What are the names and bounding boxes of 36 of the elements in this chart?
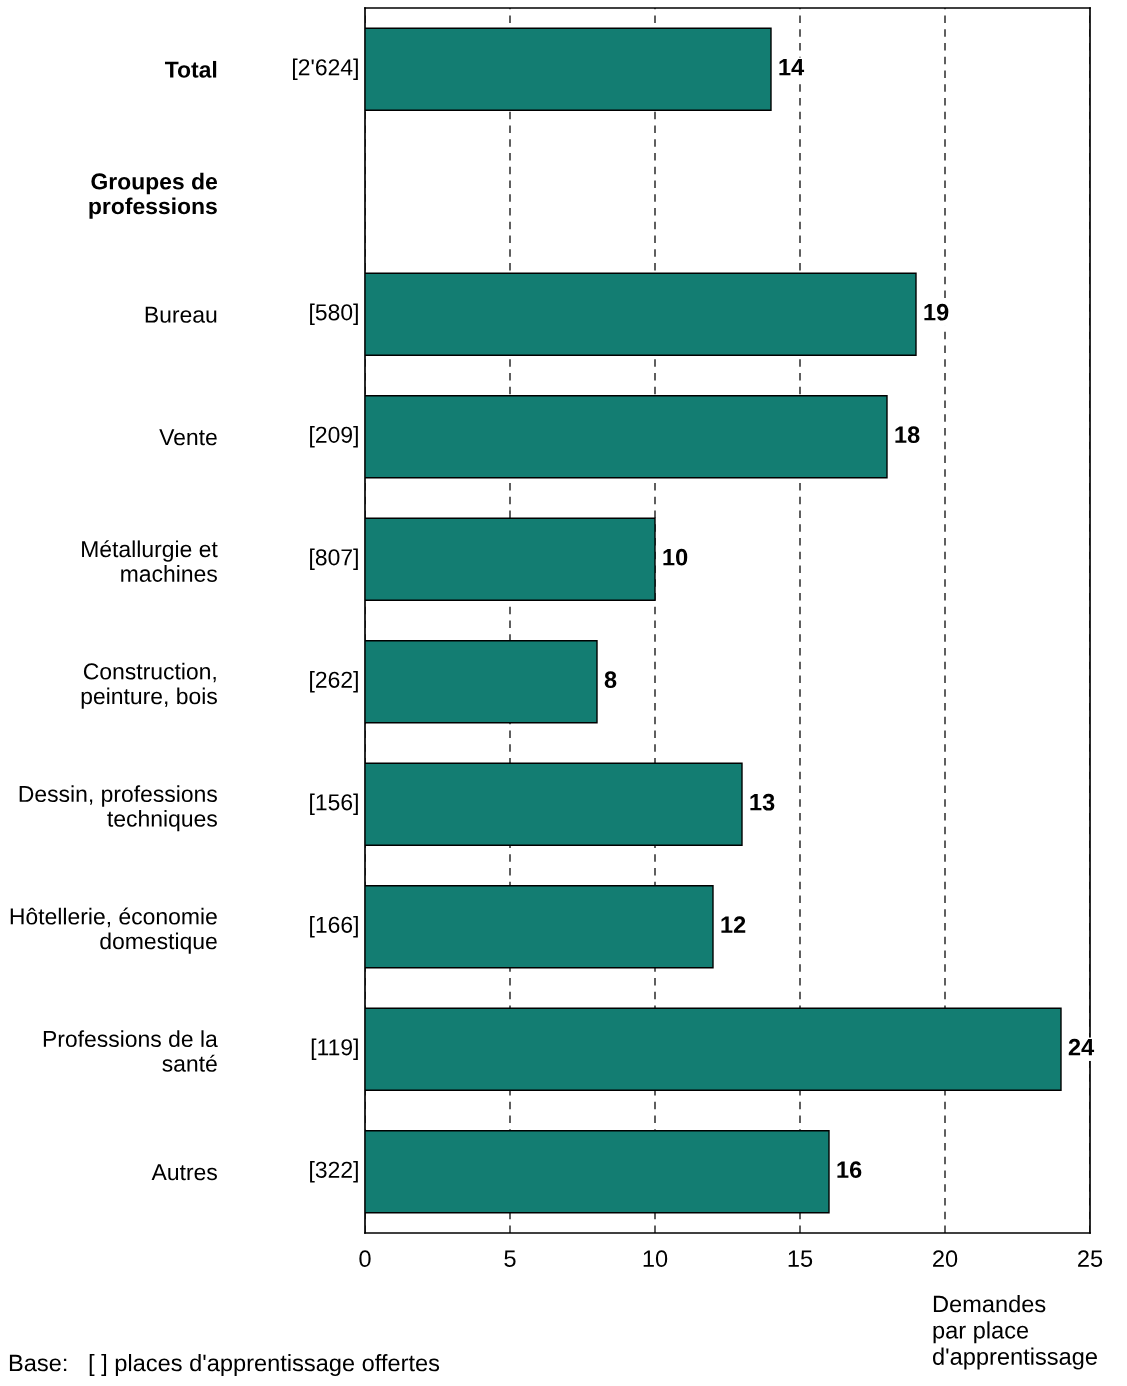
text: [2'624] xyxy=(292,58,358,80)
y-tick-label: Dessin, professions techniques xyxy=(19,785,217,832)
data-label: 24 xyxy=(1068,1038,1095,1056)
data-label: 18 xyxy=(895,426,920,444)
y-tick-label: Autres xyxy=(151,1164,217,1181)
y-tick-label: Vente xyxy=(159,429,217,446)
data-label: 13 xyxy=(750,793,775,811)
y-tick-label: Total xyxy=(164,60,217,78)
text: [119] xyxy=(311,1038,358,1060)
y-tick-label: Hôtellerie, économie domestique xyxy=(10,907,217,954)
text: [209] xyxy=(310,426,358,448)
y-tick-label: Bureau xyxy=(145,306,217,323)
x-tick-label: 15 xyxy=(788,1250,813,1268)
x-tick-label: 5 xyxy=(504,1250,516,1268)
x-tick-label: 10 xyxy=(643,1250,668,1268)
text: [166] xyxy=(310,916,358,938)
x-tick-label: 25 xyxy=(1078,1250,1103,1268)
text: Base: [ ] places d'apprentissage offertes xyxy=(9,1353,440,1377)
text: [322] xyxy=(310,1161,358,1183)
text: [262] xyxy=(310,671,358,693)
y-tick-label: Professions de la santé xyxy=(43,1030,218,1072)
x-tick-label: 20 xyxy=(933,1250,958,1268)
data-label: 8 xyxy=(604,671,617,689)
data-label: 10 xyxy=(663,548,688,566)
y-tick-label: Construction, peinture, bois xyxy=(81,662,217,709)
text: [580] xyxy=(310,303,358,325)
text: [156] xyxy=(310,793,358,815)
text: [807] xyxy=(310,548,358,570)
data-label: 12 xyxy=(721,916,746,933)
x-axis-title: Demandes par place d'apprentissage xyxy=(932,1295,1097,1370)
data-label: 19 xyxy=(924,303,949,321)
data-label: 16 xyxy=(837,1161,862,1179)
x-tick-label: 0 xyxy=(359,1250,371,1268)
y-tick-label: Groupes de professions xyxy=(89,172,217,219)
y-tick-label: Métallurgie et machines xyxy=(82,540,218,582)
data-label: 14 xyxy=(779,59,805,76)
